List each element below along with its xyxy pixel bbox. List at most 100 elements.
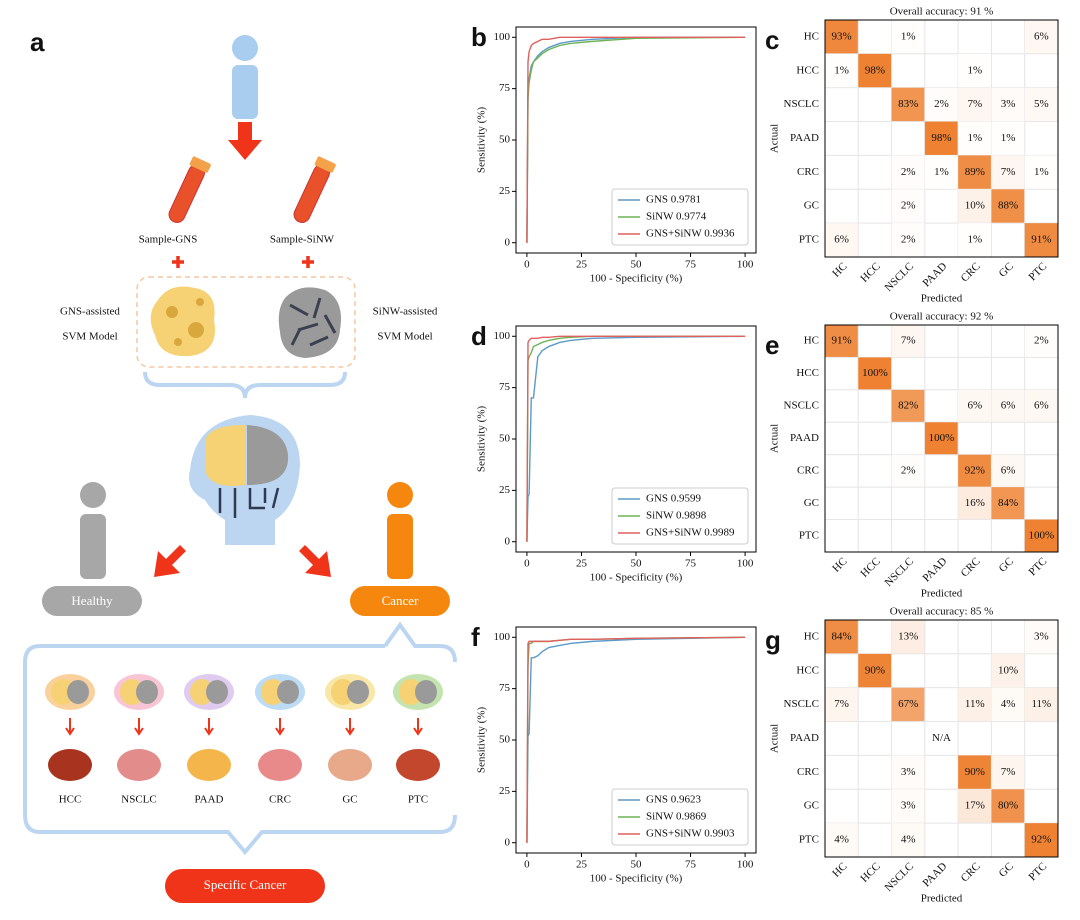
heat-cell <box>924 87 959 122</box>
cell-grid <box>924 687 959 723</box>
cell-label: 3% <box>901 766 916 778</box>
heat-cell <box>891 155 925 190</box>
y-tick-label: GC <box>804 800 819 812</box>
cell-grid <box>924 53 959 89</box>
cell-grid <box>824 486 859 521</box>
heat-cell <box>958 189 992 224</box>
heat-cell <box>958 87 992 122</box>
x-axis-label: 100 - Specificity (%) <box>590 873 683 885</box>
cell-label: 100% <box>862 367 888 379</box>
organ-icon <box>396 749 440 781</box>
y-tick-label: 25 <box>499 484 511 496</box>
roc-curve <box>526 636 746 843</box>
y-tick-label: NSCLC <box>784 98 819 110</box>
y-tick-label: HC <box>804 30 819 42</box>
person-icon <box>232 35 258 119</box>
heat-cell <box>891 325 925 358</box>
head-icon <box>189 415 300 545</box>
cell-grid <box>824 188 859 224</box>
sinw-half <box>206 680 228 704</box>
cell-label: 13% <box>898 630 918 642</box>
cell-grid <box>924 721 959 756</box>
cell-grid <box>891 653 926 689</box>
arrow <box>154 545 186 577</box>
x-tick-label: PTC <box>1027 555 1050 578</box>
cell-label: 10% <box>998 664 1018 676</box>
heat-cell <box>858 653 892 688</box>
cell-grid <box>857 188 893 224</box>
x-tick-label: PTC <box>1027 860 1050 883</box>
x-tick-label: 0 <box>524 259 530 271</box>
plot-frame <box>824 324 1059 553</box>
y-tick-label: PTC <box>799 234 819 246</box>
y-axis-label: Sensitivity (%) <box>476 406 488 473</box>
cell-label: 1% <box>967 132 982 144</box>
cell-label: 3% <box>1034 630 1049 642</box>
x-axis-label: 100 - Specificity (%) <box>590 273 683 285</box>
cell-grid <box>891 356 926 391</box>
legend-label: SiNW 0.9869 <box>646 811 707 823</box>
cell-label: 82% <box>898 400 918 412</box>
cell-grid <box>924 188 959 224</box>
test-tube <box>293 156 336 223</box>
y-tick-label: HCC <box>796 664 819 676</box>
sinw-half <box>277 680 299 704</box>
x-tick-label: 0 <box>524 859 530 871</box>
cell-grid <box>1024 754 1059 790</box>
cell-grid <box>1024 121 1059 156</box>
sinw-half <box>415 680 437 704</box>
heat-cell <box>891 454 925 488</box>
cell-grid <box>957 324 992 358</box>
cell-grid <box>957 619 992 655</box>
y-tick-label: PAAD <box>790 132 819 144</box>
cell-label: 2% <box>934 98 949 110</box>
x-tick-label: CRC <box>959 860 983 884</box>
cell-label: 93% <box>832 30 852 42</box>
cell-label: 6% <box>1034 400 1049 412</box>
x-tick-label: 100 <box>737 259 754 271</box>
cell-label: 5% <box>1034 98 1049 110</box>
cell-grid <box>1024 356 1059 391</box>
cell-label: 16% <box>965 497 985 509</box>
x-axis-label: Predicted <box>921 293 963 305</box>
bracket <box>23 621 457 856</box>
heat-cell <box>825 823 859 857</box>
cell-label: 2% <box>901 234 916 246</box>
y-tick-label: PTC <box>799 529 819 541</box>
y-axis-label: Sensitivity (%) <box>476 107 488 174</box>
heat-cell <box>991 155 1025 190</box>
arrow <box>413 718 423 736</box>
cell-label: 1% <box>834 64 849 76</box>
x-tick-label: 25 <box>576 558 588 570</box>
heat-cell <box>958 487 992 520</box>
cell-label: 1% <box>967 64 982 76</box>
y-tick-label: 100 <box>494 631 511 643</box>
cell-label: 7% <box>1001 166 1016 178</box>
cell-grid <box>891 421 926 456</box>
roc-curve <box>526 36 746 243</box>
heat-cell <box>1024 87 1058 122</box>
sinw-blob <box>278 287 341 358</box>
cell-grid <box>891 721 926 756</box>
heat-cell <box>825 20 859 54</box>
sinw-half <box>136 680 158 704</box>
model-label: SVM Model <box>62 331 117 343</box>
x-tick-label: 25 <box>576 859 588 871</box>
y-tick-label: 75 <box>499 82 511 94</box>
cell-label: 67% <box>898 698 918 710</box>
cell-label: 7% <box>901 335 916 347</box>
heat-cell <box>958 755 992 790</box>
panel-label: d <box>471 321 487 351</box>
cell-label: 1% <box>934 166 949 178</box>
cell-label: 11% <box>1031 698 1051 710</box>
heat-cell <box>1024 20 1058 54</box>
cell-grid <box>924 356 959 391</box>
cell-grid <box>857 721 893 756</box>
cell-grid <box>1024 653 1059 689</box>
model-label: GNS-assisted <box>60 306 120 318</box>
heat-cell <box>825 620 859 654</box>
cell-grid <box>990 19 1026 55</box>
x-tick-label: GC <box>997 260 1016 279</box>
cancer-row: HCC NSCLC PAAD CRC GC PTC <box>45 674 443 806</box>
cell-label: 17% <box>965 800 985 812</box>
